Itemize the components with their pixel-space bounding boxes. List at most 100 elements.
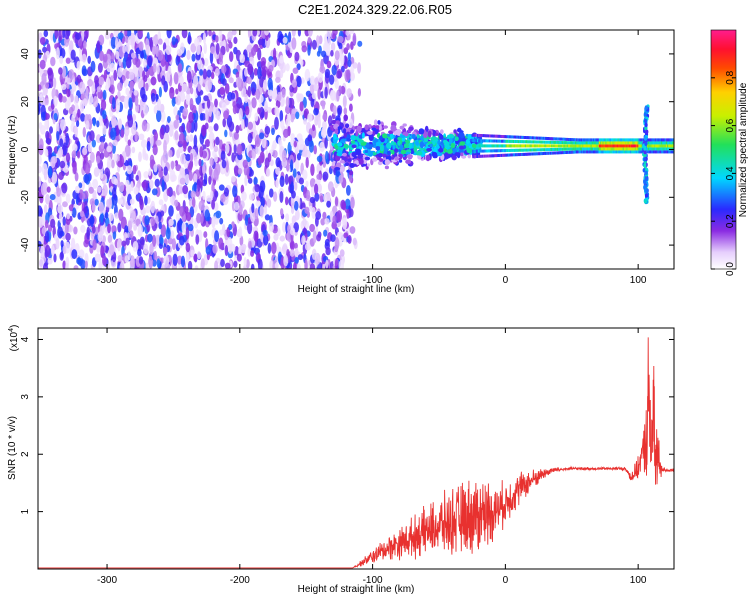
spectrogram-cell: [645, 129, 649, 134]
spectrogram-cell: [539, 140, 541, 144]
spectrogram-cell: [337, 126, 342, 130]
spectrogram-cell: [122, 45, 127, 54]
spectrogram-cell: [565, 147, 567, 151]
spectrogram-cell: [502, 153, 504, 157]
spectrogram-cell: [236, 253, 242, 262]
spectrogram-cell: [502, 139, 504, 143]
spectrogram-cell: [610, 138, 613, 142]
spectrogram-cell: [161, 179, 165, 193]
spectrogram-cell: [155, 186, 161, 198]
spectrogram-cell: [60, 119, 66, 132]
spectrogram-cell: [546, 148, 548, 152]
spectrogram-cell: [505, 144, 508, 148]
spectrogram-cell: [644, 141, 648, 146]
spectrogram-cell: [345, 123, 350, 129]
spectrogram-cell: [510, 148, 512, 152]
spectrogram-cell: [609, 150, 612, 154]
spectrogram-cell: [65, 193, 71, 204]
spectrogram-cell: [233, 36, 238, 45]
spectrogram-cell: [111, 115, 117, 127]
spectrogram-cell: [531, 136, 534, 140]
spectrogram-cell: [149, 179, 154, 189]
spectrogram-cell: [557, 151, 559, 155]
spectrogram-cell: [640, 144, 643, 148]
spectrogram-cell: [503, 139, 505, 143]
spectrogram-cell: [188, 111, 194, 124]
spectrogram-cell: [598, 144, 601, 148]
spectrogram-cell: [290, 159, 294, 172]
spectrogram-cell: [261, 68, 267, 77]
spectrogram-cell: [257, 258, 263, 269]
spectrogram-cell: [494, 154, 497, 158]
spectrogram-cell: [244, 93, 248, 104]
spectrogram-cell: [279, 68, 284, 79]
spectrogram-cell: [194, 265, 199, 269]
spectrogram-cell: [558, 144, 560, 148]
spectrogram-cell: [346, 43, 350, 51]
spectrogram-cell: [127, 114, 134, 128]
spectrogram-cell: [589, 144, 591, 148]
spectrogram-cell: [629, 141, 632, 145]
spectrogram-cell: [151, 92, 156, 102]
spectrogram-cell: [117, 32, 124, 40]
spectrogram-cell: [237, 167, 243, 175]
spectrogram-cell: [669, 147, 671, 151]
spectrogram-cell: [98, 34, 105, 46]
spectrogram-cell: [154, 178, 160, 188]
spectrogram-cell: [634, 138, 637, 142]
spectrogram-cell: [199, 146, 203, 158]
spectrogram-cell: [43, 204, 48, 215]
spectrogram-cell: [251, 203, 255, 214]
spectrogram-cell: [551, 140, 553, 144]
spectrogram-cell: [564, 137, 566, 141]
spectrogram-cell: [323, 193, 328, 203]
spectrogram-cell: [528, 140, 530, 144]
spectrogram-cell: [632, 147, 634, 151]
colorbar-tick-label: 0.6: [725, 118, 736, 132]
spectrogram-cell: [89, 215, 95, 225]
spectrogram-cell: [588, 144, 590, 148]
spectrogram-cell: [571, 141, 573, 145]
spectrogram-cell: [546, 151, 548, 155]
spectrogram-cell: [450, 142, 456, 149]
spectrogram-cell: [196, 212, 202, 224]
spectrogram-cell: [99, 152, 105, 160]
spectrogram-cell: [589, 141, 591, 145]
spectrogram-cell: [41, 72, 47, 85]
spectrogram-cell: [534, 152, 536, 156]
spectrogram-cell: [671, 150, 674, 154]
spectrogram-cell: [634, 147, 637, 151]
spectrogram-cell: [615, 147, 618, 151]
spectrogram-cell: [334, 258, 339, 269]
spectrogram-cell: [38, 104, 41, 116]
spectrogram-cell: [555, 137, 558, 141]
spectrogram-cell: [641, 138, 644, 142]
spectrogram-cell: [84, 260, 88, 269]
spectrogram-cell: [670, 150, 673, 154]
spectrogram-cell: [193, 75, 199, 88]
spectrogram-cell: [66, 213, 71, 220]
spectrogram-cell: [282, 36, 288, 44]
spectrogram-cell: [267, 198, 272, 208]
spectrogram-cell: [82, 147, 88, 156]
spectrogram-cell: [577, 141, 579, 145]
spectrogram-cell: [119, 155, 125, 167]
spectrogram-cell: [402, 123, 407, 127]
spectrogram-cell: [59, 160, 66, 169]
spectrogram-cell: [198, 158, 202, 167]
spectrogram-cell: [637, 147, 639, 151]
spectrogram-cell: [346, 69, 351, 81]
spectrogram-cell: [212, 244, 218, 254]
spectrogram-cell: [626, 144, 628, 148]
spectrogram-cell: [466, 147, 473, 154]
spectrogram-cell: [291, 190, 296, 199]
spectrogram-cell: [517, 144, 520, 148]
spectrogram-cell: [262, 79, 268, 92]
spectrogram-cell: [237, 153, 243, 161]
spectrogram-cell: [151, 188, 158, 196]
spectrogram-cell: [314, 77, 319, 85]
spectrogram-cell: [156, 109, 162, 123]
spectrogram-cell: [209, 157, 214, 167]
spectrogram-cell: [669, 138, 671, 142]
